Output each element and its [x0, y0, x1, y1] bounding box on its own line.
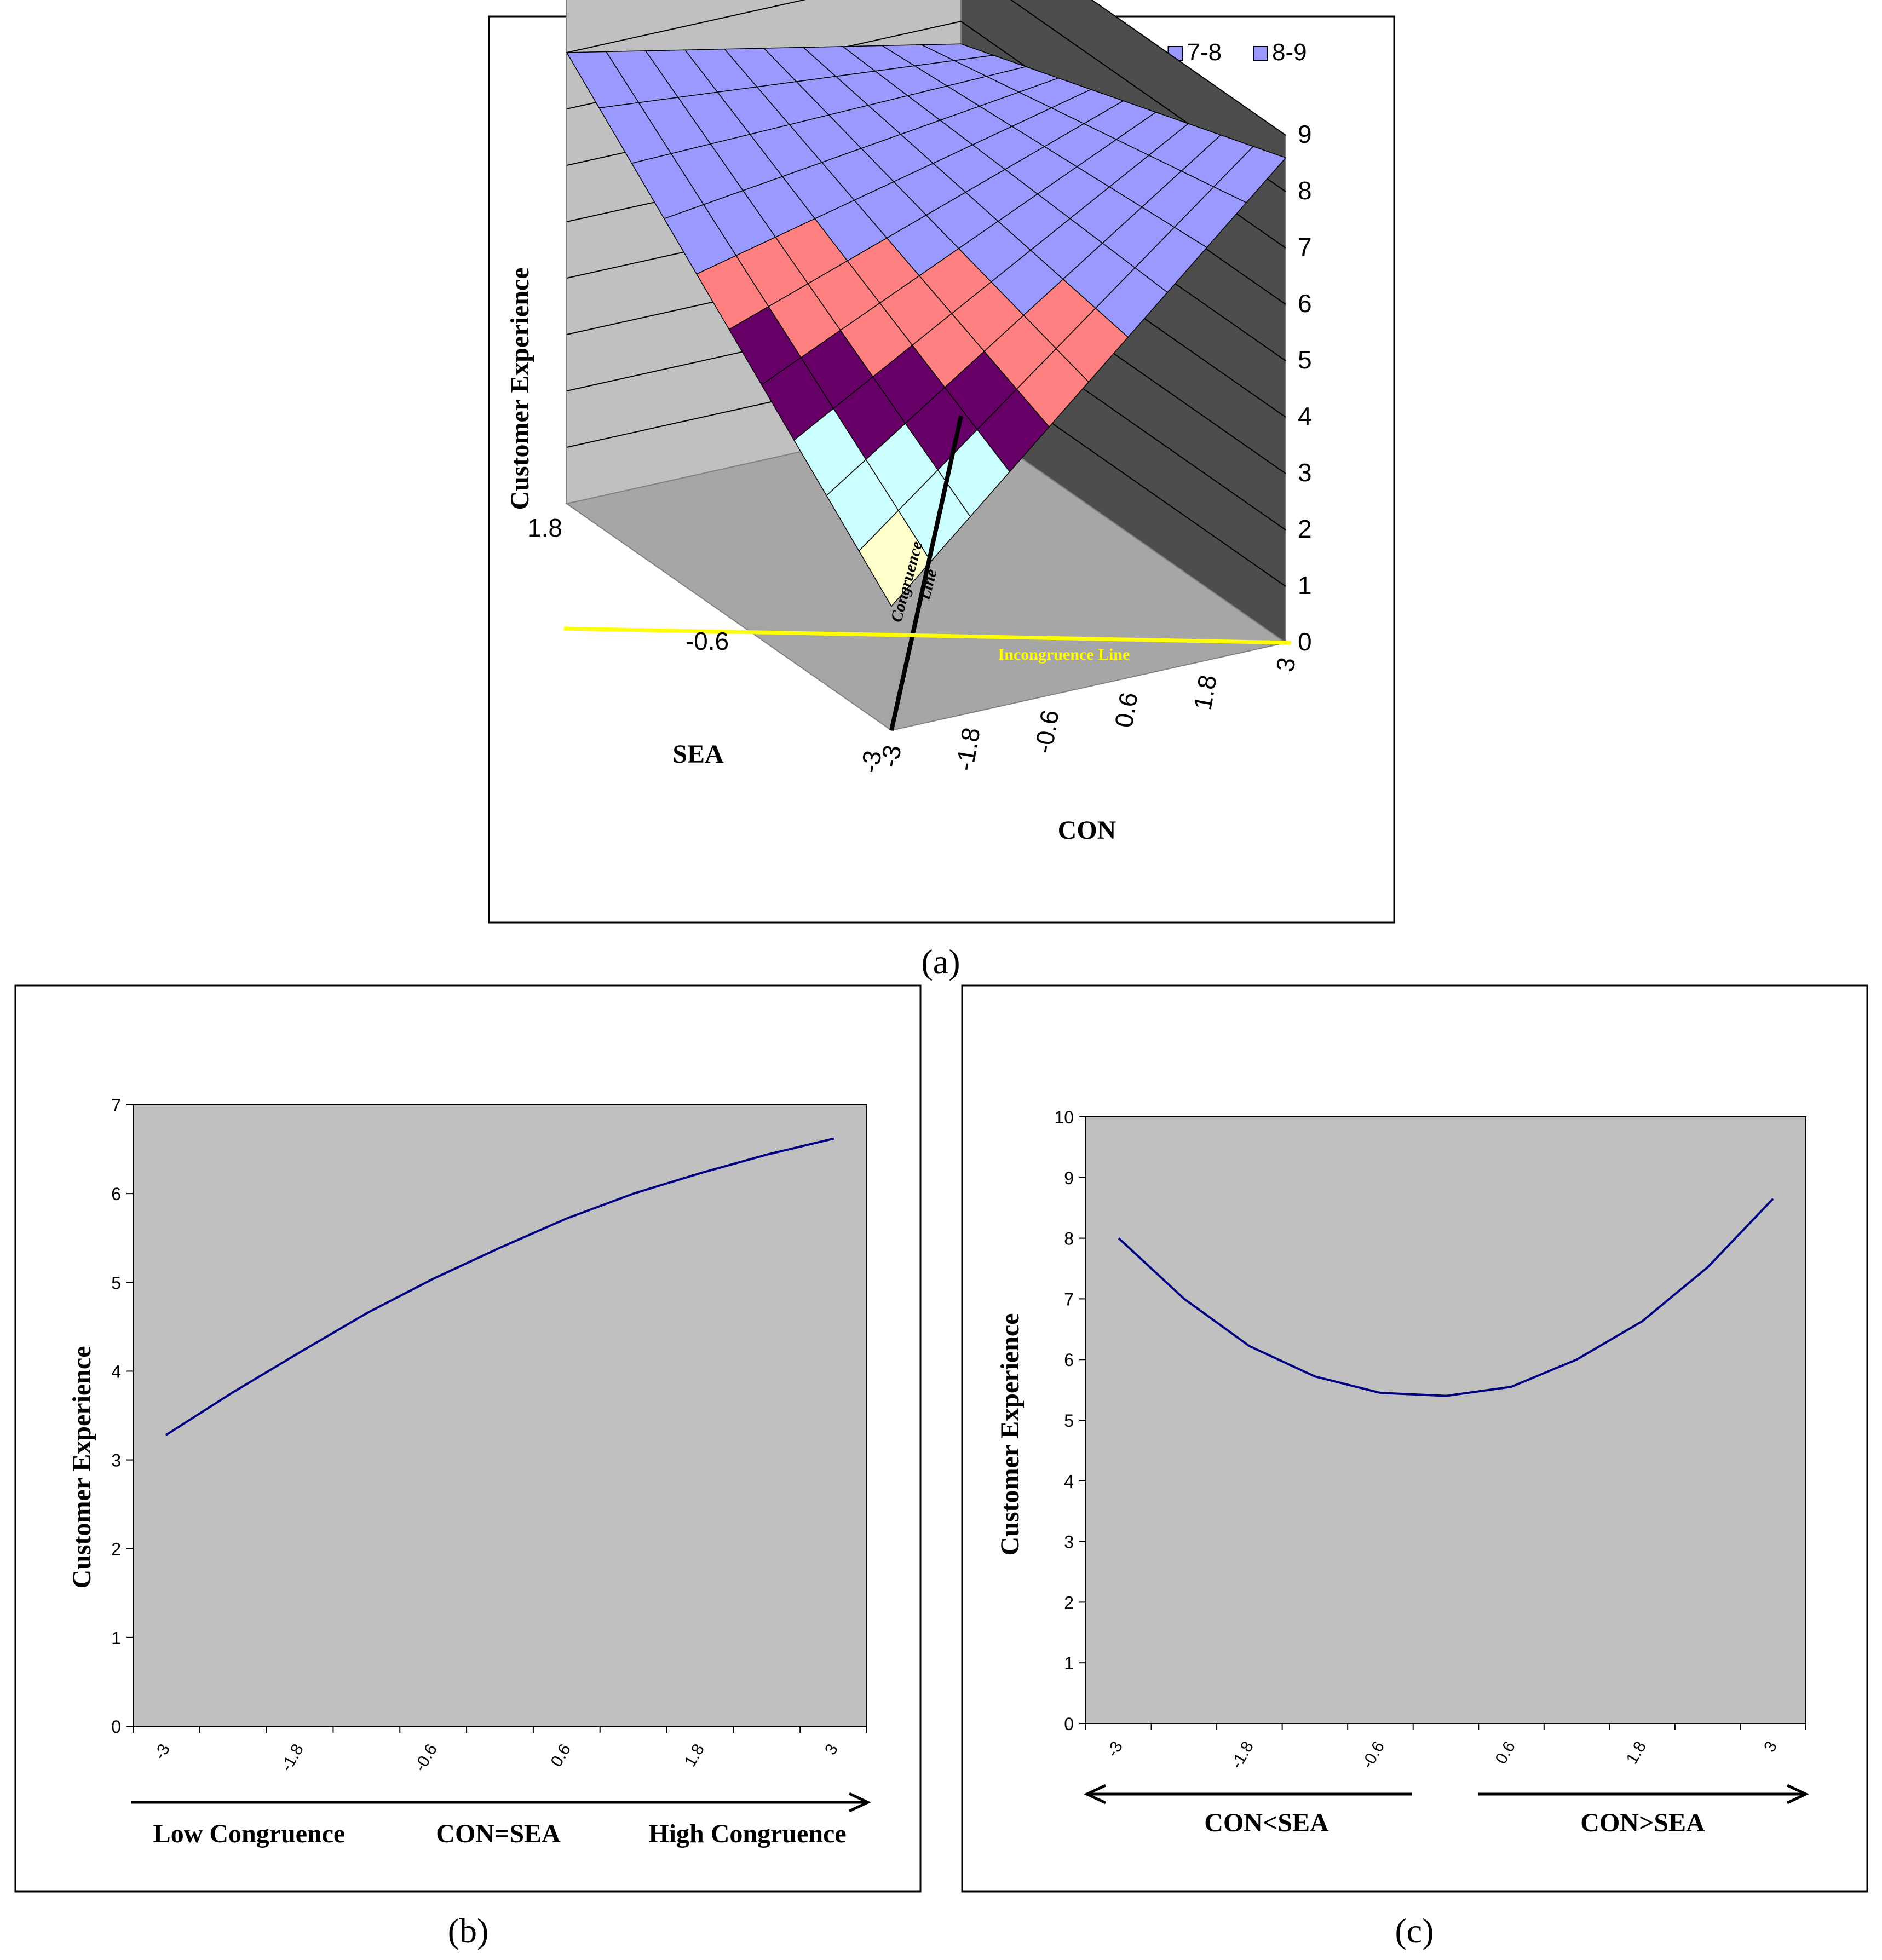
z-tick-label: 9 — [1298, 120, 1312, 148]
legend-label: 8-9 — [1272, 39, 1307, 66]
series-line — [165, 1137, 834, 1436]
y-tick-label: 1 — [1064, 1653, 1074, 1673]
y-tick-label: 6 — [1064, 1350, 1074, 1370]
sea-tick: -3 — [855, 748, 887, 775]
con-tick: -3 — [875, 743, 907, 770]
plot-area — [133, 1104, 867, 1727]
y-tick-label: 2 — [111, 1540, 121, 1559]
wall-gridline — [1091, 0, 1286, 136]
wall-gridline — [566, 0, 1286, 192]
y-tick-label: 9 — [1064, 1168, 1074, 1188]
z-tick-label: 6 — [1298, 289, 1312, 318]
sea-tick-label: 1.8 — [527, 514, 562, 542]
con-tick-label: 1.8 — [1188, 673, 1222, 712]
incongruence-line — [563, 626, 1292, 645]
surface-cell — [858, 510, 931, 607]
response-surface — [566, 43, 1287, 607]
y-tick-label: 6 — [111, 1184, 121, 1204]
panel-a-xlabel: CON — [1058, 816, 1116, 845]
z-tick-label: 0 — [1298, 627, 1312, 656]
legend-swatch — [1253, 46, 1268, 61]
y-tick-label: 3 — [1064, 1532, 1074, 1552]
z-tick-label: 8 — [1298, 176, 1312, 205]
panel-a-zlabel: Customer Experience — [505, 267, 534, 510]
z-tick-label: 5 — [1298, 345, 1312, 374]
panel-b-label: (b) — [448, 1911, 489, 1950]
y-tick-label: 0 — [111, 1717, 121, 1737]
panel-b-ylabel: Customer Experience — [67, 1346, 96, 1588]
congruence-line — [889, 416, 963, 731]
panel-c-ylabel: Customer Experience — [995, 1313, 1025, 1555]
panel-b-arrow-label-high: High Congruence — [648, 1819, 846, 1848]
surface-reference-lines — [563, 416, 1292, 731]
y-tick-label: 5 — [1064, 1411, 1074, 1431]
panel-c-arrow-label-left: CON<SEA — [1204, 1808, 1329, 1837]
sea-tick-label: -3 — [855, 748, 887, 775]
z-tick-label: 4 — [1298, 402, 1312, 430]
y-tick-label: 10 — [1054, 1108, 1074, 1127]
z-tick-label: 1 — [1298, 571, 1312, 599]
panel-c-label: (c) — [1395, 1911, 1434, 1950]
con-tick-label: -3 — [875, 743, 907, 770]
panel-a: 0-11-22-33-44-55-66-77-88-9 0123456789-3… — [488, 0, 1395, 924]
sea-tick-label: -0.6 — [686, 627, 729, 655]
y-tick-label: 2 — [1064, 1593, 1074, 1612]
y-tick-label: 4 — [111, 1362, 121, 1381]
panel-b-arrow-label-mid: CON=SEA — [436, 1819, 561, 1848]
z-tick-label: 7 — [1298, 233, 1312, 261]
con-tick: 1.8 — [1188, 673, 1222, 712]
panel-a-ylabel: SEA — [672, 740, 724, 769]
arrow-head — [1084, 1784, 1107, 1805]
y-tick-label: 1 — [111, 1628, 121, 1648]
arrow-head — [1786, 1784, 1809, 1805]
panel-a-label: (a) — [921, 942, 960, 981]
incongruence-label: Incongruence Line — [998, 645, 1130, 664]
con-tick-label: 0.6 — [1109, 690, 1143, 730]
plot-area — [1085, 1116, 1806, 1724]
z-tick-label: 2 — [1298, 515, 1312, 543]
y-tick-label: 0 — [1064, 1714, 1074, 1734]
y-tick-label: 4 — [1064, 1472, 1074, 1491]
con-tick: 0.6 — [1109, 690, 1143, 730]
legend-label: 7-8 — [1187, 39, 1222, 66]
y-tick-label: 3 — [111, 1451, 121, 1471]
y-tick-label: 5 — [111, 1273, 121, 1293]
y-tick-label: 8 — [1064, 1229, 1074, 1249]
series-line — [1118, 1198, 1774, 1397]
z-tick-label: 3 — [1298, 458, 1312, 487]
panel-b-arrow-label-low: Low Congruence — [153, 1819, 346, 1848]
y-tick-label: 7 — [111, 1096, 121, 1115]
y-tick-label: 7 — [1064, 1289, 1074, 1309]
panel-c-arrow-label-right: CON>SEA — [1580, 1808, 1705, 1837]
arrow-head — [848, 1792, 871, 1813]
